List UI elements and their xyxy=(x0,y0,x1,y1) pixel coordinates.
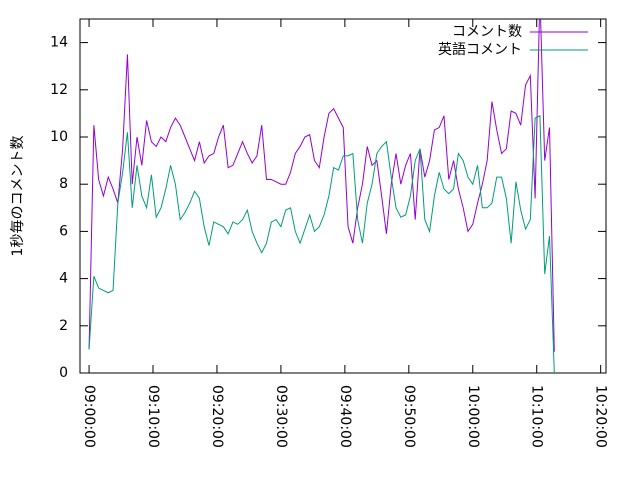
legend-label: 英語コメント xyxy=(438,41,522,58)
data-line xyxy=(88,19,555,352)
y-tick-label: 2 xyxy=(59,318,68,334)
x-tick-label: 10:00:00 xyxy=(465,385,481,448)
y-axis-label: 1秒毎のコメント数 xyxy=(10,136,26,257)
x-tick-label: 09:10:00 xyxy=(145,385,161,448)
x-tick-label: 09:30:00 xyxy=(273,385,289,448)
data-line xyxy=(88,114,555,373)
x-tick-label: 10:10:00 xyxy=(529,385,545,448)
y-tick-label: 8 xyxy=(59,176,68,192)
y-tick-label: 12 xyxy=(50,82,68,98)
x-tick-label: 09:50:00 xyxy=(401,385,417,448)
y-tick-label: 0 xyxy=(59,365,68,381)
x-tick-label: 09:40:00 xyxy=(337,385,353,448)
y-tick-label: 10 xyxy=(50,129,68,145)
plot-frame xyxy=(79,18,607,374)
y-tick-label: 6 xyxy=(59,223,68,239)
x-tick-label: 09:20:00 xyxy=(209,385,225,448)
x-tick-label: 10:20:00 xyxy=(593,385,609,448)
y-tick-label: 4 xyxy=(59,271,68,287)
y-tick-label: 14 xyxy=(50,35,68,51)
plot-area xyxy=(88,19,555,373)
x-tick-label: 09:00:00 xyxy=(81,385,97,448)
legend-label: コメント数 xyxy=(452,24,522,40)
